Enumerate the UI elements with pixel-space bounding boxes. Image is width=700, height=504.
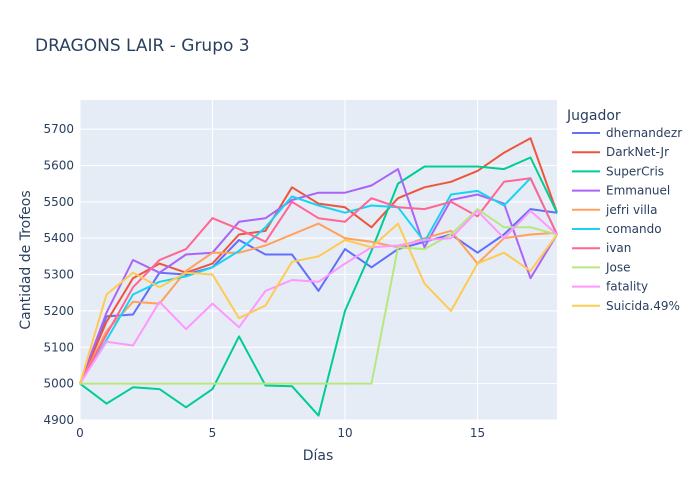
series-line-3[interactable] <box>79 168 558 384</box>
legend-label: Emmanuel <box>606 184 670 198</box>
legend-item[interactable]: dhernandezr <box>572 126 682 140</box>
legend-label: Suicida.49% <box>606 299 680 313</box>
y-axis-ticks: 4900 5000 5100 5200 5300 5400 5500 5600 5700 <box>43 122 74 427</box>
series-line-6[interactable] <box>79 177 558 385</box>
y-axis-label: Cantidad de Trofeos <box>18 190 34 329</box>
legend-item[interactable]: SuperCris <box>572 164 664 178</box>
legend-label: Jose <box>605 260 631 274</box>
series-line-2[interactable] <box>79 156 558 417</box>
legend-label: ivan <box>606 241 631 255</box>
x-tick-label: 0 <box>76 426 84 440</box>
x-axis-label: Días <box>303 448 334 464</box>
y-tick-label: 5400 <box>43 231 74 245</box>
series-line-8[interactable] <box>79 209 558 385</box>
y-tick-label: 5100 <box>43 340 74 354</box>
series-line-7[interactable] <box>80 208 558 385</box>
legend-label: fatality <box>606 280 648 294</box>
series-lines <box>79 137 558 417</box>
legend-label: comando <box>606 222 662 236</box>
legend-item[interactable]: Jose <box>572 260 631 274</box>
x-axis-ticks: 0 5 10 15 <box>76 426 485 440</box>
y-tick-label: 5600 <box>43 158 74 172</box>
legend-item[interactable]: DarkNet-Jr <box>572 145 669 159</box>
x-tick-label: 10 <box>337 426 352 440</box>
legend-label: dhernandezr <box>606 126 682 140</box>
y-tick-label: 5000 <box>43 377 74 391</box>
legend[interactable]: dhernandezr DarkNet-Jr SuperCris Emmanuel je… <box>572 126 682 313</box>
series-line-1[interactable] <box>79 137 558 384</box>
y-tick-label: 5500 <box>43 195 74 209</box>
legend-item[interactable]: Suicida.49% <box>572 299 680 313</box>
y-tick-label: 5200 <box>43 304 74 318</box>
legend-item[interactable]: jefri villa <box>572 203 657 217</box>
legend-label: DarkNet-Jr <box>606 145 669 159</box>
x-tick-label: 5 <box>209 426 217 440</box>
y-tick-label: 4900 <box>43 413 74 427</box>
legend-item[interactable]: ivan <box>572 241 631 255</box>
legend-label: SuperCris <box>606 164 664 178</box>
legend-item[interactable]: fatality <box>572 280 648 294</box>
series-line-9[interactable] <box>79 222 558 384</box>
series-line-5[interactable] <box>79 177 558 385</box>
y-tick-label: 5700 <box>43 122 74 136</box>
legend-item[interactable]: comando <box>572 222 662 236</box>
legend-title: Jugador <box>566 108 621 124</box>
x-tick-label: 15 <box>470 426 485 440</box>
y-tick-label: 5300 <box>43 268 74 282</box>
chart-title: DRAGONS LAIR - Grupo 3 <box>35 36 250 56</box>
legend-label: jefri villa <box>605 203 657 217</box>
legend-item[interactable]: Emmanuel <box>572 184 670 198</box>
